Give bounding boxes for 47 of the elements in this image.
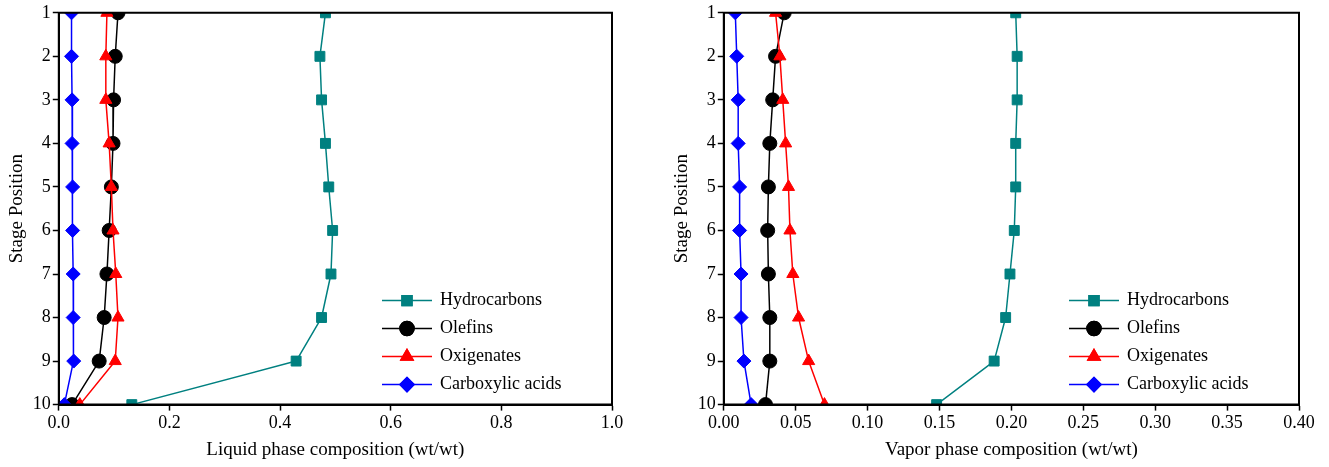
x-tick-label: 0.15 <box>923 412 956 433</box>
y-tick-label: 1 <box>706 1 716 22</box>
x-axis-title: Vapor phase composition (wt/wt) <box>885 437 1138 460</box>
x-axis-title: Liquid phase composition (wt/wt) <box>206 437 465 460</box>
y-tick-label: 1 <box>41 1 51 22</box>
x-tick-label: 0.30 <box>1139 412 1171 433</box>
y-tick-label: 6 <box>706 219 716 240</box>
y-tick-label: 6 <box>41 219 51 240</box>
y-tick-label: 10 <box>32 393 51 414</box>
x-tick-label: 0.35 <box>1211 412 1243 433</box>
x-tick-label: 0.20 <box>995 412 1028 433</box>
x-tick-label: 0.10 <box>851 412 884 433</box>
y-tick-label: 5 <box>706 175 716 196</box>
x-tick-label: 0.4 <box>268 412 292 433</box>
y-tick-label: 7 <box>41 262 51 283</box>
x-tick-label: 0.40 <box>1283 412 1315 433</box>
y-axis-title: Stage Position <box>670 153 692 264</box>
y-tick-label: 8 <box>706 306 716 327</box>
legend-label: Carboxylic acids <box>440 373 562 394</box>
y-axis-title: Stage Position <box>5 153 27 264</box>
x-tick-label: 0.0 <box>47 412 71 433</box>
y-tick-label: 9 <box>706 349 716 370</box>
y-tick-label: 7 <box>706 262 716 283</box>
y-tick-label: 4 <box>706 132 716 153</box>
x-tick-label: 0.25 <box>1067 412 1100 433</box>
legend-label: Oxigenates <box>1127 345 1208 366</box>
x-tick-label: 0.8 <box>490 412 513 433</box>
y-tick-label: 3 <box>706 88 716 109</box>
legend-label: Oxigenates <box>440 345 521 366</box>
y-tick-label: 5 <box>41 175 51 196</box>
y-tick-label: 8 <box>41 306 51 327</box>
x-tick-label: 1.0 <box>600 412 624 433</box>
x-tick-label: 0.00 <box>708 412 740 433</box>
y-tick-label: 9 <box>41 349 51 370</box>
legend-label: Hydrocarbons <box>440 289 542 310</box>
y-tick-label: 4 <box>41 132 51 153</box>
x-tick-label: 0.05 <box>779 412 812 433</box>
y-tick-label: 10 <box>697 393 716 414</box>
y-tick-label: 2 <box>41 45 51 66</box>
y-tick-label: 2 <box>706 45 716 66</box>
legend-label: Olefins <box>1127 317 1180 338</box>
y-tick-label: 3 <box>41 88 51 109</box>
legend-label: Hydrocarbons <box>1127 289 1229 310</box>
x-tick-label: 0.6 <box>379 412 402 433</box>
x-tick-label: 0.2 <box>158 412 181 433</box>
legend-label: Carboxylic acids <box>1127 373 1249 394</box>
legend-label: Olefins <box>440 317 493 338</box>
